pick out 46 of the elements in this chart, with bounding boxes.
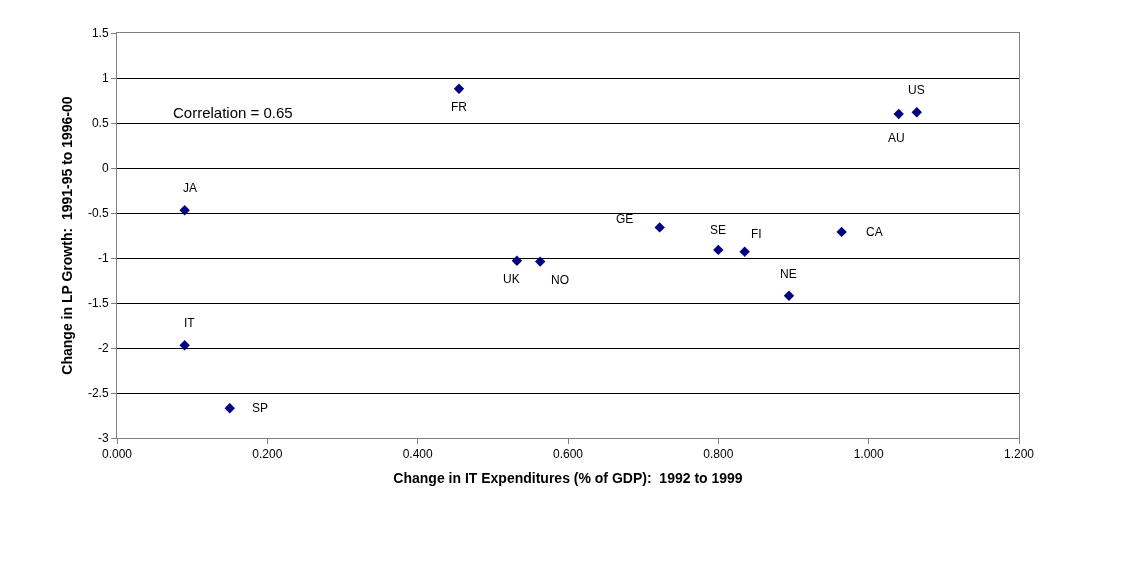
y-tick-label: -1 — [97, 251, 109, 266]
point — [654, 222, 665, 233]
point — [511, 255, 523, 266]
point — [453, 83, 465, 94]
annotation: FI — [751, 227, 762, 241]
y-tick-label: 0.5 — [91, 116, 109, 131]
annotation: NE — [780, 267, 797, 281]
y-tick-label: -3 — [97, 431, 109, 446]
y-tick-label: 1 — [101, 71, 109, 86]
point — [534, 256, 546, 267]
point — [911, 107, 922, 118]
x-tick-label: 0.400 — [402, 447, 434, 462]
annotation: UK — [503, 272, 520, 286]
y-axis-title: Change in LP Growth: 1991-95 to 1996-00 — [58, 96, 75, 375]
annotation: NO — [551, 273, 569, 287]
point — [224, 403, 235, 414]
annotation: GE — [616, 212, 634, 226]
y-tick-label: 1.5 — [91, 26, 109, 41]
annotation: AU — [888, 131, 905, 145]
annotation: CA — [866, 225, 883, 239]
x-tick-label: 0.200 — [252, 447, 283, 462]
annotation: SE — [710, 223, 727, 237]
annotation: Correlation = 0.65 — [173, 104, 293, 121]
point — [739, 246, 750, 257]
x-tick-label: 0.600 — [552, 447, 584, 462]
annotation: FR — [451, 100, 468, 114]
point — [893, 108, 904, 120]
x-tick-label: 1.200 — [1003, 447, 1035, 462]
y-tick-label: -2 — [97, 341, 109, 356]
x-tick-label: 0.800 — [703, 447, 734, 462]
point — [783, 290, 795, 301]
y-tick-label: -0.5 — [87, 206, 109, 221]
annotation: SP — [252, 401, 269, 415]
point — [713, 244, 724, 256]
x-tick-label: 0.000 — [101, 447, 133, 462]
point — [836, 226, 847, 238]
annotation: US — [908, 83, 925, 97]
x-tick-label: 1.000 — [853, 447, 885, 462]
y-tick-label: -2.5 — [87, 386, 109, 401]
y-tick-label: -1.5 — [87, 296, 109, 311]
point — [179, 205, 190, 216]
x-axis-title: Change in IT Expenditures (% of GDP): 1992 to 1999 — [393, 469, 743, 486]
y-tick-label: 0 — [101, 161, 109, 176]
annotation: IT — [184, 316, 196, 330]
point — [179, 340, 190, 351]
annotation: JA — [183, 181, 198, 195]
